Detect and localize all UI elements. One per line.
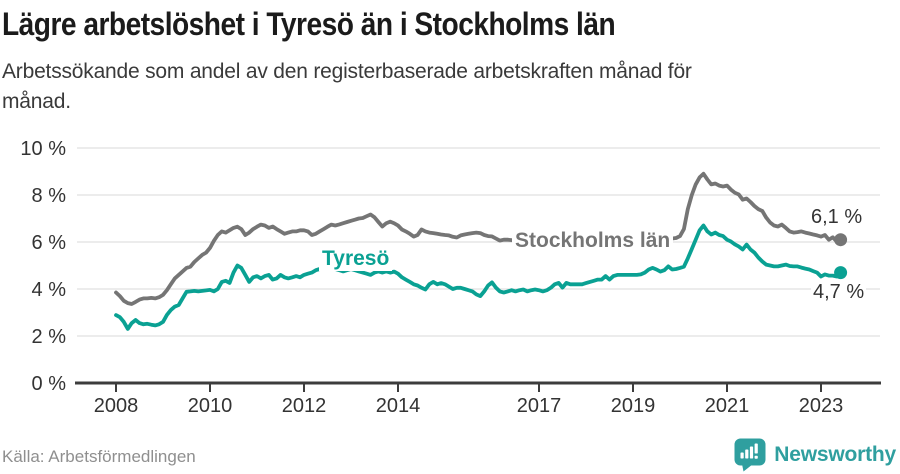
chart-subtitle-line2: månad. (2, 90, 71, 113)
x-tick-label: 2023 (799, 395, 844, 417)
x-tick-label: 2019 (611, 395, 656, 417)
x-tick-label: 2008 (94, 395, 139, 417)
y-tick-label: 8 % (32, 185, 67, 207)
series-label-stockholms-lan: Stockholms län (512, 229, 674, 253)
chart-title: Lägre arbetslöshet i Tyresö än i Stockho… (2, 6, 616, 42)
newsworthy-logo: Newsworthy (734, 438, 896, 472)
series-line-stockholms-lan (114, 171, 843, 306)
x-tick-label: 2017 (517, 395, 562, 417)
source-note: Källa: Arbetsförmedlingen (2, 447, 196, 466)
y-tick-label: 4 % (32, 279, 67, 301)
x-tick-label: 2014 (376, 395, 421, 417)
end-value-label-tyreso: 4,7 % (811, 281, 867, 304)
newsworthy-wordmark: Newsworthy (774, 443, 896, 466)
y-tick-label: 6 % (32, 232, 67, 254)
chart-subtitle: Arbetssökande som andel av den registerb… (2, 57, 692, 117)
series-line-tyreso (114, 223, 843, 331)
end-dot-stockholms-lan (834, 233, 848, 247)
end-value-label-stockholms-lan: 6,1 % (809, 206, 865, 229)
end-dot-tyreso (834, 266, 848, 280)
chart-subtitle-line1: Arbetssökande som andel av den registerb… (2, 60, 692, 83)
y-tick-label: 10 % (20, 138, 66, 160)
x-tick-label: 2010 (188, 395, 233, 417)
x-tick-label: 2021 (705, 395, 750, 417)
series-label-tyreso: Tyresö (319, 247, 393, 271)
y-tick-label: 0 % (32, 373, 67, 395)
y-tick-label: 2 % (32, 326, 67, 348)
x-tick-label: 2012 (282, 395, 327, 417)
newsworthy-badge-icon (734, 438, 766, 472)
